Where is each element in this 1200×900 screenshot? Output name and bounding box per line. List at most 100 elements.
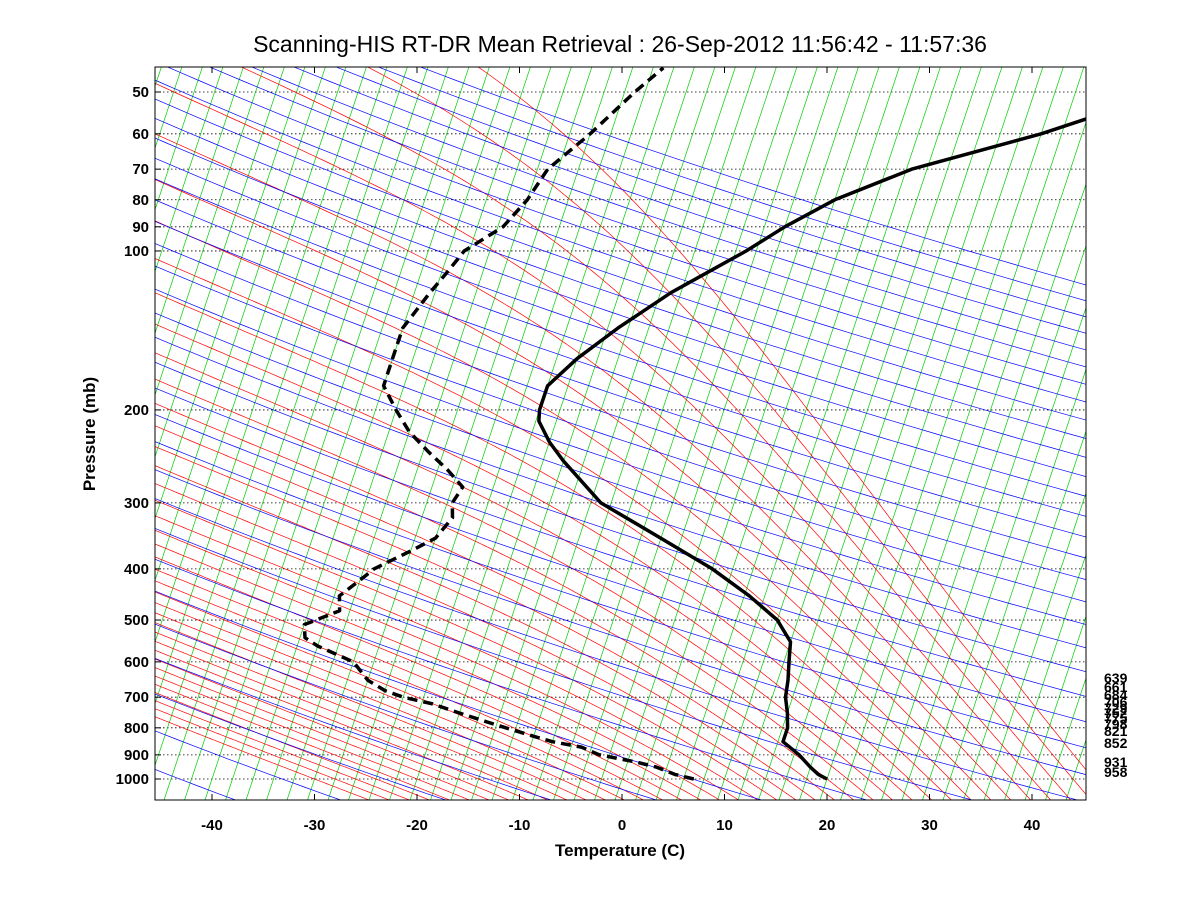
- right-label: 798: [1104, 716, 1128, 732]
- moist-adiabat: [155, 631, 568, 800]
- dry-adiabat: [166, 67, 1086, 385]
- isotherm: [819, 67, 1064, 800]
- y-tick-label: 700: [124, 689, 149, 706]
- isotherm: [758, 67, 1003, 800]
- moist-adiabat: [155, 82, 1052, 800]
- isotherm: [327, 67, 572, 800]
- moist-adiabat: [155, 446, 836, 800]
- dry-adiabat: [251, 67, 1086, 351]
- moist-adiabat: [240, 67, 1072, 800]
- x-axis-label: Temperature (C): [555, 841, 685, 860]
- isotherm: [409, 67, 654, 800]
- moist-adiabat: [155, 529, 740, 800]
- isotherm: [368, 67, 613, 800]
- moist-adiabat: [155, 133, 1032, 800]
- dry-adiabat: [208, 67, 1086, 368]
- dry-adiabat: [155, 657, 553, 800]
- isotherm: [594, 67, 839, 800]
- isotherm: [155, 67, 326, 582]
- y-axis-label: Pressure (mb): [80, 377, 99, 491]
- dry-adiabat: [155, 498, 1079, 800]
- dry-adiabat: [155, 387, 1086, 697]
- moist-adiabat: [155, 378, 894, 800]
- isotherm: [450, 67, 695, 800]
- moist-adiabat: [155, 515, 759, 800]
- dry-adiabat: [155, 527, 974, 800]
- right-label: 752: [1104, 705, 1128, 721]
- moist-adiabat: [155, 675, 471, 800]
- moist-adiabat: [155, 622, 588, 800]
- right-label: 852: [1104, 735, 1128, 751]
- moist-adiabat: [155, 543, 721, 800]
- moist-adiabat: [155, 483, 797, 800]
- x-tick-label: 0: [618, 817, 626, 834]
- y-tick-label: 200: [124, 402, 149, 419]
- moist-adiabat: [155, 612, 607, 800]
- x-tick-label: 30: [921, 817, 938, 834]
- isotherm: [614, 67, 859, 800]
- y-tick-label: 100: [124, 243, 149, 260]
- isotherm: [922, 306, 1086, 800]
- dry-adiabats: [155, 67, 1086, 800]
- moist-adiabat: [155, 716, 371, 800]
- y-tick-label: 800: [124, 720, 149, 737]
- dry-adiabat: [155, 178, 1086, 497]
- isotherm: [245, 67, 490, 800]
- isotherm: [155, 67, 224, 273]
- right-label: 639: [1104, 670, 1128, 686]
- x-tick-label: -10: [509, 817, 531, 834]
- right-label: 661: [1104, 679, 1128, 695]
- isotherm: [901, 244, 1086, 800]
- isotherm: [778, 67, 1023, 800]
- chart-title: Scanning-HIS RT-DR Mean Retrieval : 26-S…: [253, 31, 987, 57]
- x-tick-label: -30: [304, 817, 326, 834]
- dry-adiabat: [155, 137, 1086, 458]
- isotherm: [553, 67, 798, 800]
- isotherm: [471, 67, 716, 800]
- moist-adiabat: [155, 708, 391, 800]
- isotherm: [163, 67, 408, 800]
- dry-adiabat: [155, 336, 1086, 649]
- right-label: 821: [1104, 723, 1128, 739]
- dry-adiabat: [155, 157, 1086, 477]
- isotherm: [799, 67, 1044, 800]
- dry-adiabat: [293, 67, 1086, 334]
- profiles: [302, 67, 1086, 781]
- isotherm: [942, 368, 1086, 800]
- right-label: 958: [1104, 764, 1128, 780]
- moist-adiabat: [155, 700, 411, 800]
- x-axis: -40 -30 -20 -10 0 10 20 30 40: [201, 67, 1040, 834]
- isotherm: [155, 67, 203, 211]
- dry-adiabat: [155, 221, 1086, 538]
- y-tick-label: 400: [124, 561, 149, 578]
- right-label: 684: [1104, 687, 1128, 703]
- moist-adiabat: [155, 658, 510, 800]
- isotherm: [1024, 615, 1086, 800]
- y-tick-label: 500: [124, 612, 149, 629]
- moist-adiabat: [155, 692, 431, 800]
- isotherm: [155, 67, 347, 644]
- moist-adiabat: [155, 667, 491, 800]
- dry-adiabat: [155, 117, 1086, 439]
- dry-adiabat: [155, 243, 1086, 559]
- x-tick-label: 40: [1024, 817, 1041, 834]
- isotherm: [696, 67, 941, 800]
- moist-adiabat: [155, 591, 645, 800]
- isotherm: [155, 67, 367, 705]
- isotherm: [881, 183, 1086, 800]
- isotherm: [717, 67, 962, 800]
- moist-adiabat: [155, 402, 874, 800]
- dry-adiabat: [155, 414, 1086, 723]
- dry-adiabat: [155, 590, 763, 800]
- dry-adiabat: [155, 361, 1086, 673]
- right-label: 729: [1104, 700, 1128, 716]
- dry-adiabat: [155, 265, 1086, 581]
- x-tick-label: -40: [201, 817, 223, 834]
- moist-adiabat: [155, 640, 549, 800]
- moist-adiabat: [155, 323, 933, 800]
- moist-adiabat: [155, 352, 913, 800]
- isotherm: [1004, 553, 1086, 800]
- moist-adiabat: [155, 179, 1012, 800]
